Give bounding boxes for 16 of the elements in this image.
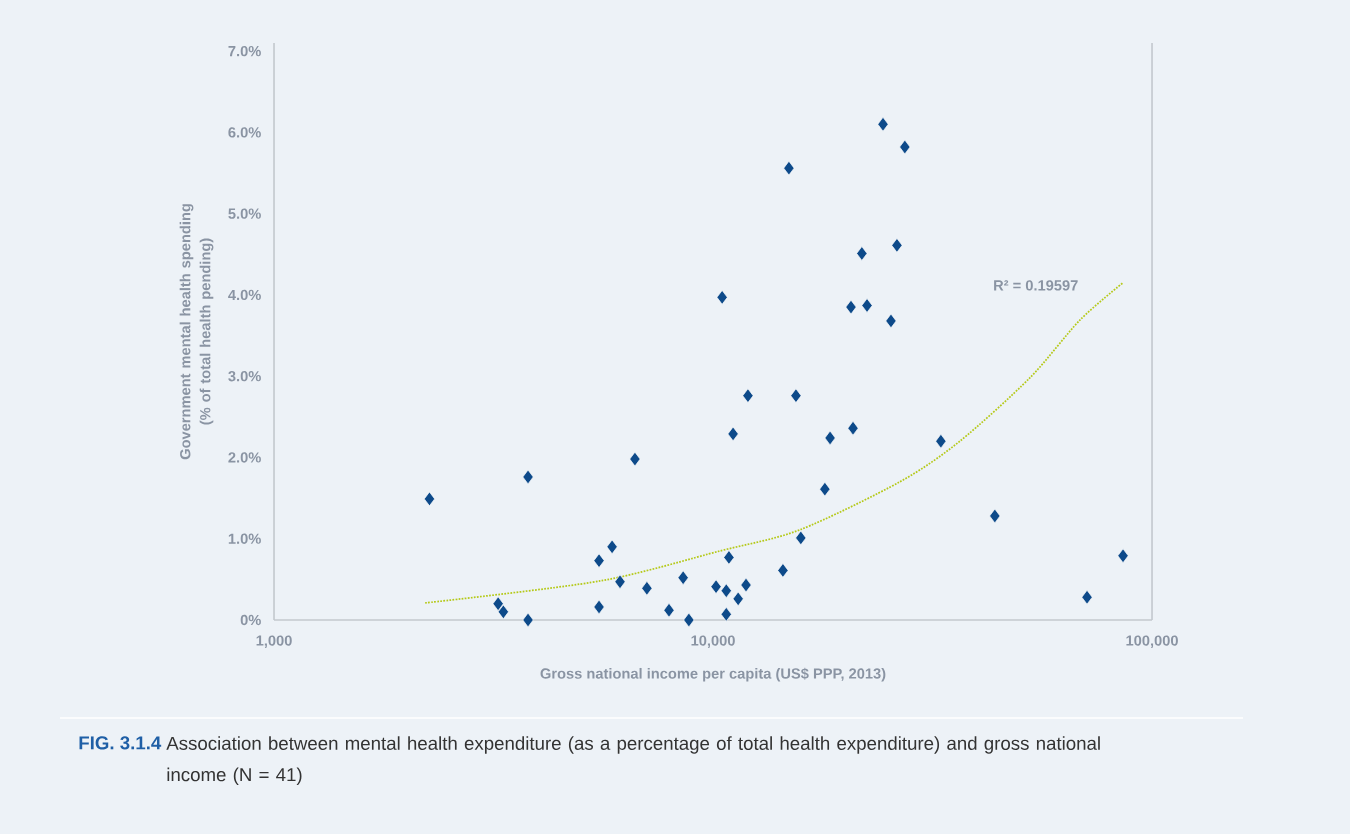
y-tick-label: 5.0% bbox=[228, 208, 261, 219]
y-tick-label: 4.0% bbox=[228, 289, 261, 301]
x-axis-title: Gross national income per capita (US$ PPP, 2013) bbox=[540, 667, 886, 682]
x-tick-label: 1,000 bbox=[256, 635, 292, 648]
y-tick-label: 1.0% bbox=[228, 533, 261, 544]
y-tick-label: 3.0% bbox=[228, 371, 261, 382]
y-tick-label: 6.0% bbox=[228, 127, 261, 138]
caption: FIG. 3.1.4 bbox=[79, 736, 162, 750]
y-tick-label: 2.0% bbox=[228, 452, 261, 463]
x-tick-label: 100,000 bbox=[1126, 635, 1178, 648]
x-tick-label: 10,000 bbox=[691, 635, 735, 648]
y-tick-label: 0% bbox=[240, 614, 261, 626]
y-tick-label: 7.0% bbox=[228, 45, 261, 57]
annotation: R² = 0.19597 bbox=[994, 280, 1078, 291]
text: Association between mental health expenditure (as a percentage of total health expenditure) and gross national income (N = 41) bbox=[166, 736, 1100, 785]
y-axis-title: Government mental health spending (% of total health pending) bbox=[179, 204, 214, 460]
